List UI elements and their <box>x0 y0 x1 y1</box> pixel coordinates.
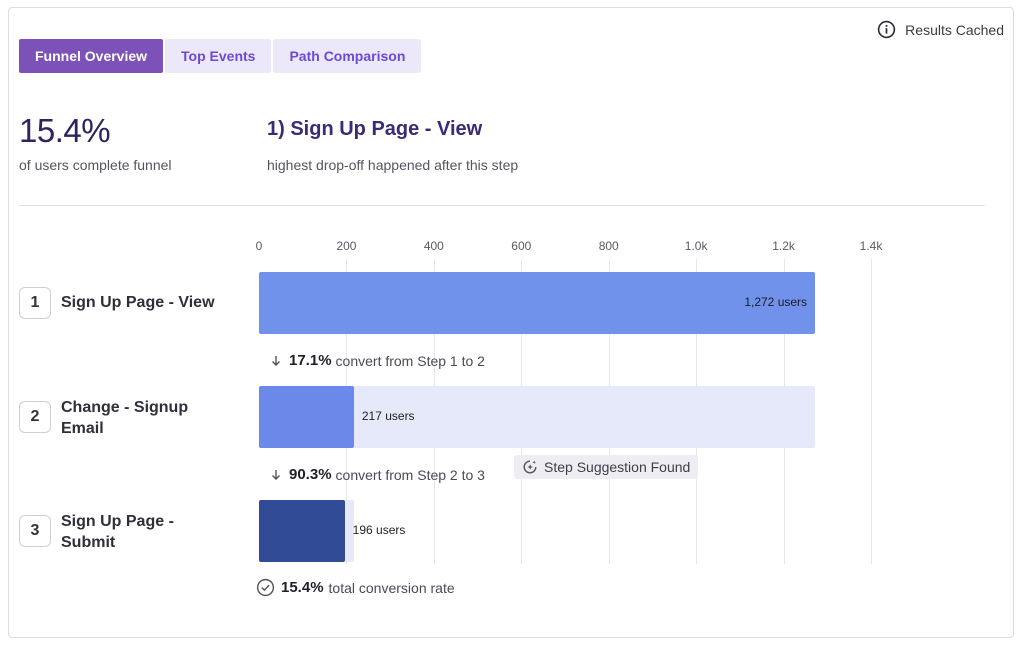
x-tick-label: 0 <box>255 239 263 253</box>
step-number: 1 <box>19 287 51 319</box>
conversion-step-2-3: 90.3% convert from Step 2 to 3 <box>270 466 485 483</box>
results-cached-status: Results Cached <box>877 20 1004 39</box>
total-conversion-text: total conversion rate <box>328 579 455 596</box>
step-name[interactable]: Change - Signup Email <box>61 399 189 437</box>
bar-value-label: 196 users <box>352 523 406 537</box>
divider <box>19 205 985 206</box>
conversion-text: convert from Step 2 to 3 <box>335 466 485 483</box>
funnel-bar[interactable] <box>259 386 354 448</box>
step-number: 2 <box>19 401 51 433</box>
conversion-metric: 15.4% <box>19 112 111 149</box>
tab-top-events[interactable]: Top Events <box>165 39 272 73</box>
step-name[interactable]: Sign Up Page - Submit <box>61 513 174 551</box>
step-number: 3 <box>19 515 51 547</box>
bar-value-label: 1,272 users <box>744 295 808 309</box>
dropoff-step-title[interactable]: 1) Sign Up Page - View <box>267 118 483 140</box>
sparkle-suggestion-icon <box>523 460 537 474</box>
tab-path-comparison[interactable]: Path Comparison <box>273 39 422 73</box>
x-tick-label: 1.0k <box>684 239 708 253</box>
bar-value-label: 217 users <box>361 409 415 423</box>
check-circle-icon <box>256 578 275 597</box>
arrow-down-icon <box>272 469 280 480</box>
step-name[interactable]: Sign Up Page - View <box>61 294 215 311</box>
dropoff-caption: highest drop-off happened after this ste… <box>267 157 519 173</box>
x-tick-label: 200 <box>336 239 357 253</box>
x-tick-label: 800 <box>598 239 619 253</box>
x-tick-label: 1.4k <box>859 239 883 253</box>
x-tick-label: 600 <box>511 239 532 253</box>
funnel-bar[interactable] <box>259 500 345 562</box>
conversion-step-1-2: 17.1% convert from Step 1 to 2 <box>270 352 485 369</box>
view-tabs: Funnel Overview Top Events Path Comparis… <box>19 39 422 73</box>
total-conversion-percent: 15.4% <box>281 579 324 596</box>
info-icon[interactable] <box>877 20 896 39</box>
total-conversion: 15.4% total conversion rate <box>256 578 455 597</box>
step-suggestion-label: Step Suggestion Found <box>544 459 691 475</box>
conversion-text: convert from Step 1 to 2 <box>335 352 485 369</box>
step-suggestion-button[interactable]: Step Suggestion Found <box>514 455 699 479</box>
gridline <box>871 259 872 564</box>
funnel-bar[interactable] <box>259 272 816 334</box>
results-cached-label: Results Cached <box>905 21 1004 38</box>
conversion-percent: 90.3% <box>289 466 332 483</box>
x-tick-label: 1.2k <box>772 239 795 253</box>
x-tick-label: 400 <box>423 239 444 253</box>
arrow-down-icon <box>272 355 280 366</box>
conversion-percent: 17.1% <box>289 352 332 369</box>
conversion-caption: of users complete funnel <box>19 157 172 173</box>
tab-funnel-overview[interactable]: Funnel Overview <box>19 39 164 73</box>
